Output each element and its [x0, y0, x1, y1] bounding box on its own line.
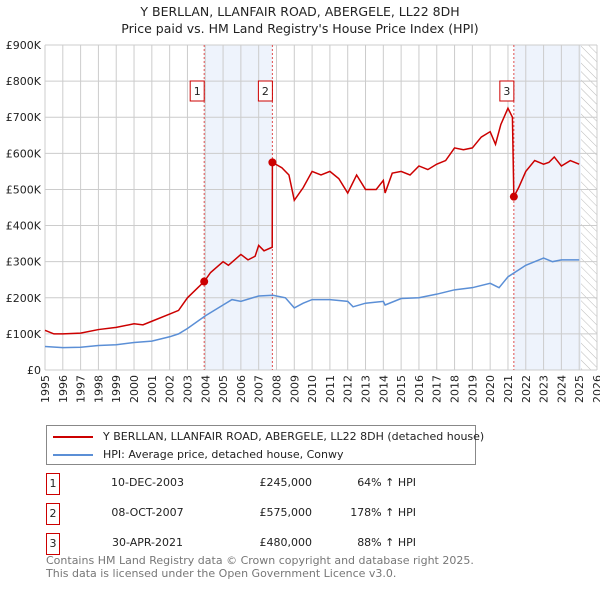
x-tick-label: 2001 [146, 375, 159, 403]
sale-number: 3 [46, 533, 60, 555]
sale-number: 1 [46, 473, 60, 495]
footer-line-1: Contains HM Land Registry data © Crown c… [46, 554, 474, 567]
footer-line-2: This data is licensed under the Open Gov… [46, 567, 397, 580]
chart-title: Y BERLLAN, LLANFAIR ROAD, ABERGELE, LL22… [140, 4, 460, 19]
x-tick-label: 2003 [181, 375, 194, 403]
sale-point [509, 192, 518, 201]
x-tick-label: 2006 [235, 375, 248, 403]
sale-hpi-change: 178% ↑ HPI [350, 506, 416, 519]
x-tick-label: 1996 [57, 375, 70, 403]
x-tick-label: 2004 [199, 375, 212, 403]
x-tick-label: 2008 [270, 375, 283, 403]
x-tick-label: 2021 [502, 375, 515, 403]
sales-table-row: 2 08-OCT-2007 £575,000 178% ↑ HPI [46, 503, 446, 525]
sale-point [200, 277, 209, 286]
sale-hpi-change: 88% ↑ HPI [357, 536, 416, 549]
sale-point [268, 158, 277, 167]
sales-table-row: 3 30-APR-2021 £480,000 88% ↑ HPI [46, 533, 446, 555]
x-tick-label: 2000 [128, 375, 141, 403]
legend-label-property: Y BERLLAN, LLANFAIR ROAD, ABERGELE, LL22… [103, 430, 485, 443]
x-tick-label: 2019 [466, 375, 479, 403]
x-tick-label: 2023 [538, 375, 551, 403]
sale-label-box [257, 80, 273, 102]
sale-price: £245,000 [259, 476, 313, 489]
sale-label-box [189, 80, 205, 102]
x-tick-label: 2018 [449, 375, 462, 403]
x-tick-label: 2007 [253, 375, 266, 403]
x-tick-label: 1995 [39, 375, 52, 403]
x-tick-label: 1997 [75, 375, 88, 403]
y-tick-label: £200K [6, 292, 42, 305]
legend: Y BERLLAN, LLANFAIR ROAD, ABERGELE, LL22… [46, 425, 484, 465]
legend-swatch-hpi [53, 454, 93, 456]
forecast-hatch [580, 45, 597, 370]
legend-label-hpi: HPI: Average price, detached house, Conw… [103, 448, 344, 461]
x-tick-label: 2025 [573, 375, 586, 403]
x-tick-label: 2011 [324, 375, 337, 403]
x-tick-label: 2012 [342, 375, 355, 403]
sale-date: 08-OCT-2007 [111, 506, 184, 519]
x-tick-label: 2024 [555, 375, 568, 403]
y-tick-label: £600K [6, 147, 42, 160]
y-tick-label: £900K [6, 39, 42, 52]
sale-price: £575,000 [259, 506, 313, 519]
x-tick-label: 1998 [92, 375, 105, 403]
x-tick-label: 2010 [306, 375, 319, 403]
legend-swatch-property [53, 436, 93, 438]
y-tick-label: £500K [6, 183, 42, 196]
y-tick-label: £700K [6, 111, 42, 124]
x-tick-label: 2022 [520, 375, 533, 403]
sale-label: 2 [262, 85, 269, 98]
property-price-line [44, 106, 580, 335]
y-tick-label: £0 [27, 364, 41, 377]
x-tick-label: 2016 [413, 375, 426, 403]
x-tick-label: 2013 [360, 375, 373, 403]
y-tick-label: £300K [6, 256, 42, 269]
x-tick-label: 2005 [217, 375, 230, 403]
sale-date: 30-APR-2021 [111, 536, 184, 549]
y-tick-label: £100K [6, 328, 42, 341]
x-tick-label: 2002 [164, 375, 177, 403]
sale-number: 2 [46, 503, 60, 525]
x-tick-label: 2015 [395, 375, 408, 403]
x-tick-label: 2026 [591, 375, 600, 403]
sale-label-box [499, 80, 515, 102]
plot-area: 1995 1996 1997 1998 1999 2000 2001 2002 2003 2004… [6, 39, 600, 403]
hpi-line [44, 257, 580, 349]
sale-hpi-change: 64% ↑ HPI [357, 476, 416, 489]
y-tick-label: £800K [6, 75, 42, 88]
sales-table-row: 1 10-DEC-2003 £245,000 64% ↑ HPI [46, 473, 446, 495]
sale-price: £480,000 [259, 536, 313, 549]
x-tick-label: 2017 [431, 375, 444, 403]
x-tick-label: 2009 [288, 375, 301, 403]
shaded-region [513, 45, 581, 370]
chart-subtitle: Price paid vs. HM Land Registry's House … [121, 21, 479, 36]
x-tick-label: 1999 [110, 375, 123, 403]
sale-label: 1 [194, 85, 201, 98]
sale-label: 3 [503, 85, 510, 98]
x-tick-label: 2020 [484, 375, 497, 403]
y-tick-label: £400K [6, 220, 42, 233]
sale-date: 10-DEC-2003 [110, 476, 185, 489]
x-tick-label: 2014 [377, 375, 390, 403]
